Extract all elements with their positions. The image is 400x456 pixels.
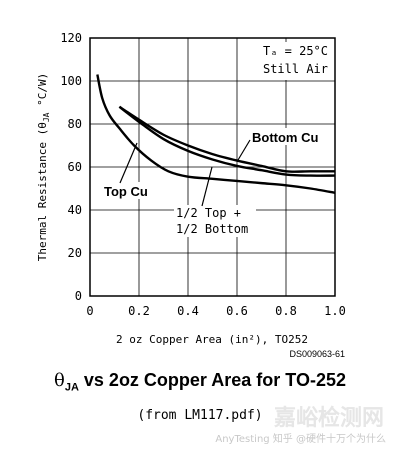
leader-bottom-cu [237,139,251,161]
caption-subscript: JA [64,381,79,394]
y-tick-label: 40 [68,203,82,217]
caption-text: vs 2oz Copper Area for TO-252 [78,370,346,390]
x-axis-label: 2 oz Copper Area (in²), TO252 [116,333,308,346]
y-tick-label: 20 [68,246,82,260]
x-tick-label: 0.4 [177,304,199,318]
y-tick-label: 120 [60,31,82,45]
x-tick-label: 0.2 [128,304,150,318]
y-tick-label: 60 [68,160,82,174]
annotation-half-top: 1/2 Top + [176,206,241,220]
condition-air: Still Air [263,62,328,76]
leader-top-cu [119,142,138,184]
document-id: DS009063-61 [289,349,345,359]
x-tick-label: 0 [86,304,93,318]
y-axis-label: Thermal Resistance (θJA °C/W) [36,73,51,261]
y-tick-label: 80 [68,117,82,131]
thermal-resistance-chart: 0 0.2 0.4 0.6 0.8 1.0 0 20 40 60 80 100 120 Thermal … [36,31,346,359]
caption-theta: θ [54,370,65,391]
annotation-bottom-cu: Bottom Cu [252,130,318,145]
x-tick-label: 1.0 [324,304,346,318]
series-line-top-cu [96,74,336,194]
x-tick-label: 0.8 [275,304,297,318]
x-tick-label: 0.6 [226,304,248,318]
conditions-box [258,42,332,80]
condition-temperature: Tₐ = 25°C [263,44,328,58]
annotation-top-cu: Top Cu [104,184,148,199]
watermark-text: 嘉峪检测网 [273,406,384,431]
y-tick-label: 0 [75,289,82,303]
bottom-cu-label-bg [248,128,324,145]
source-note: (from LM117.pdf) [137,408,263,423]
y-tick-label: 100 [60,74,82,88]
series-line-bottom-cu [118,105,335,173]
leader-half [201,166,213,207]
top-cu-label-bg [102,182,154,199]
tick-labels: 0 0.2 0.4 0.6 0.8 1.0 0 20 40 60 80 100 120 [60,31,346,318]
annotation-half-bottom: 1/2 Bottom [176,222,248,236]
half-label-bg [174,205,256,237]
series-layer [96,74,336,194]
figure-caption: θJA vs 2oz Copper Area for TO-252 [0,370,400,394]
grid-layer [90,38,335,296]
series-line-half-top-half-bottom [118,105,336,177]
watermark-subtext: AnyTesting 知乎 @硬件十万个为什么 [215,434,386,445]
